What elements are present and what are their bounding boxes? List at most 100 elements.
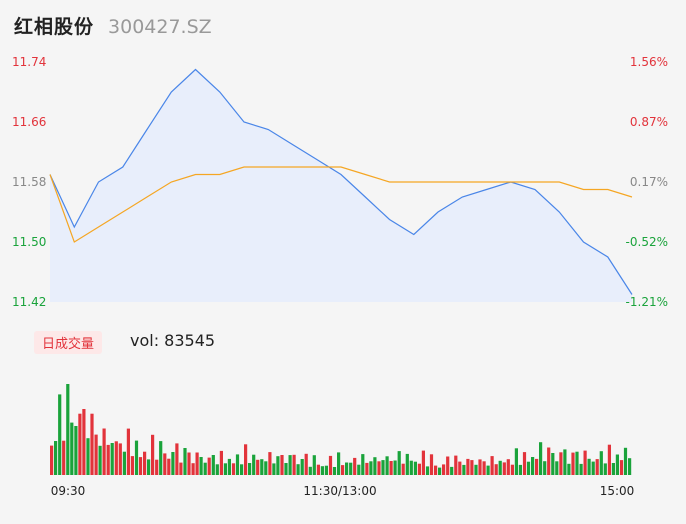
volume-bar (320, 466, 324, 475)
volume-bar (207, 457, 211, 475)
volume-bar (240, 464, 244, 475)
volume-bar (575, 451, 579, 475)
volume-bar (531, 457, 535, 475)
volume-bar (82, 409, 86, 475)
volume-bar (288, 455, 292, 475)
volume-bar (252, 454, 256, 475)
volume-bar (195, 452, 199, 475)
volume-bar (450, 466, 454, 475)
volume-bar (50, 445, 54, 475)
volume-bar (62, 440, 66, 475)
time-tick-label: 09:30 (51, 484, 86, 498)
volume-bar (385, 456, 389, 475)
volume-bar (466, 458, 470, 475)
price-tick-label: 11.66 (12, 115, 46, 129)
volume-bar (462, 464, 466, 475)
volume-bar (114, 441, 118, 475)
volume-value: vol: 83545 (130, 331, 216, 350)
price-tick-label: 11.42 (12, 295, 46, 309)
volume-bar (211, 455, 215, 475)
volume-bar (470, 460, 474, 475)
volume-bar (514, 448, 518, 475)
volume-bar (171, 452, 175, 475)
volume-bar (478, 459, 482, 475)
volume-bar (66, 384, 70, 475)
volume-bar (74, 426, 78, 475)
time-tick-label: 15:00 (600, 484, 635, 498)
volume-bar (571, 452, 575, 475)
volume-bar (567, 463, 571, 475)
volume-bar (438, 467, 442, 475)
volume-bar (494, 464, 498, 475)
volume-bar (276, 456, 280, 475)
volume-bar (332, 467, 337, 475)
volume-bar (272, 463, 276, 475)
volume-bar (535, 458, 539, 475)
volume-bar (474, 464, 478, 475)
volume-bar (381, 460, 385, 475)
volume-bar (264, 461, 268, 475)
volume-bar (583, 450, 587, 475)
volume-bar (413, 461, 417, 475)
volume-bar (615, 454, 619, 475)
volume-bar (304, 453, 308, 475)
time-tick-label: 11:30/13:00 (303, 484, 376, 498)
volume-bar (619, 460, 624, 475)
volume-bar (361, 454, 365, 475)
volume-bar (163, 453, 167, 475)
volume-bar (110, 443, 114, 475)
volume-bar (155, 459, 159, 475)
volume-bar (595, 459, 599, 475)
percent-tick-label: 0.17% (630, 175, 668, 189)
price-tick-label: 11.50 (12, 235, 46, 249)
volume-bar (559, 452, 563, 475)
percent-tick-label: 0.87% (630, 115, 668, 129)
volume-bar (522, 452, 527, 475)
volume-bar (308, 466, 312, 475)
volume-bar (373, 457, 377, 475)
volume-bar (365, 462, 369, 475)
volume-bar (506, 459, 510, 475)
volume-bar (58, 394, 62, 475)
volume-bar (235, 454, 240, 475)
volume-bar (442, 464, 446, 475)
volume-bar (341, 465, 345, 475)
volume-bar (122, 451, 126, 475)
volume-bar (458, 461, 462, 475)
volume-bar (543, 461, 547, 475)
volume-bar (498, 460, 502, 475)
volume-bar (409, 460, 413, 475)
volume-bar (130, 456, 134, 475)
volume-bar (223, 463, 227, 475)
volume-bar (118, 443, 122, 475)
stock-name: 红相股份 (14, 16, 95, 38)
volume-bar (490, 456, 494, 475)
volume-bar (134, 440, 139, 475)
volume-bar (244, 444, 248, 475)
volume-bar (138, 457, 143, 475)
volume-bar (611, 463, 615, 475)
percent-tick-label: -0.52% (626, 235, 668, 249)
volume-bar (151, 434, 155, 475)
average-price-line (49, 166, 633, 243)
volume-bar (179, 462, 183, 475)
volume-bar (510, 464, 514, 475)
volume-bar (454, 455, 458, 475)
volume-bar (86, 438, 90, 475)
price-line (49, 68, 633, 295)
volume-bar (78, 413, 82, 475)
volume-bar (397, 451, 401, 475)
volume-bar (591, 461, 595, 475)
volume-bar (357, 464, 361, 475)
volume-bar (393, 460, 397, 475)
volume-bar (405, 453, 409, 475)
volume-bar (434, 465, 438, 475)
volume-tag[interactable]: 日成交量 (34, 331, 103, 354)
volume-bar (183, 448, 187, 475)
volume-bar (284, 463, 288, 475)
volume-bar (421, 450, 425, 475)
volume-bar (98, 445, 102, 475)
volume-bar (199, 457, 203, 475)
